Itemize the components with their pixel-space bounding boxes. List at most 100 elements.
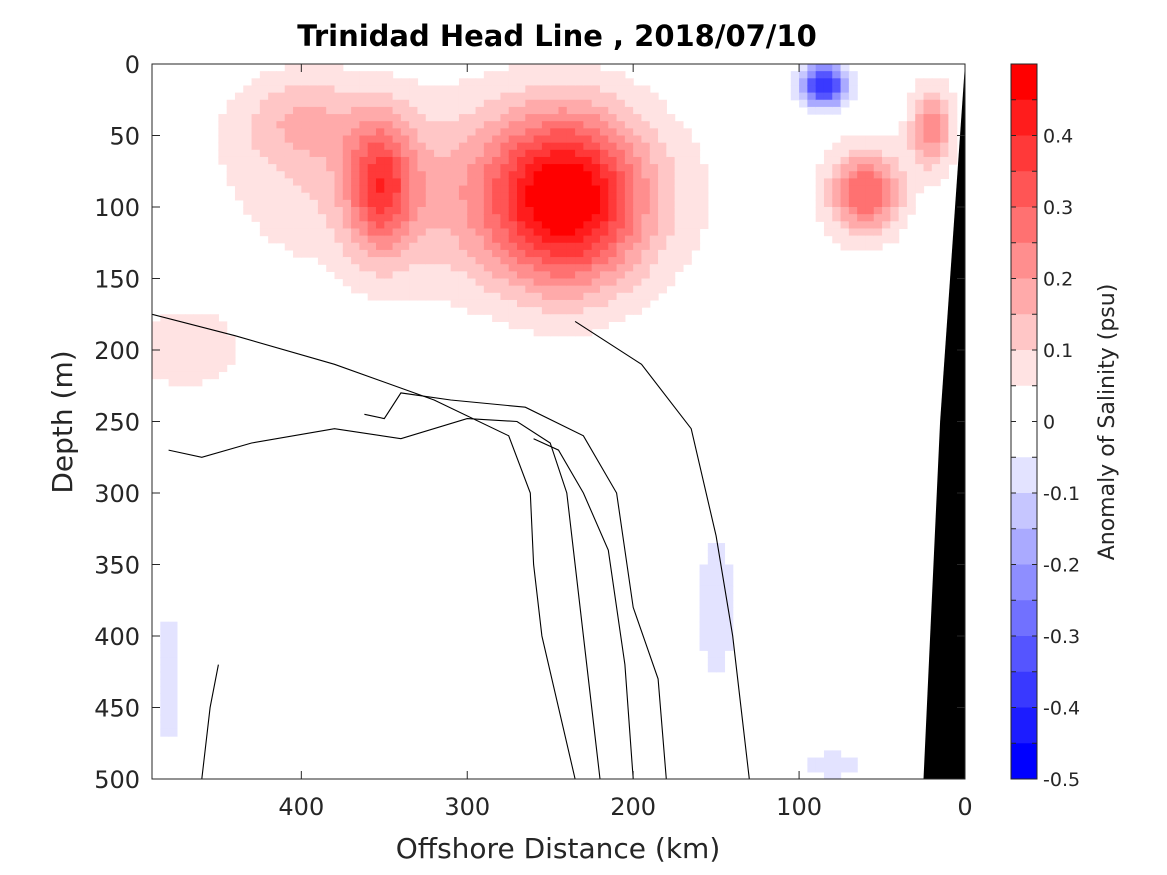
heat-cell [890,185,900,194]
heat-cell [193,378,203,387]
heat-cell [649,156,659,165]
heat-cell [583,78,593,87]
heat-cell [906,99,916,108]
heat-cell [243,99,253,108]
heat-cell [658,257,667,265]
heat-cell [425,221,435,230]
heat-cell [309,99,319,108]
heat-cell [375,292,385,301]
heat-cell [633,207,643,215]
heat-cell [434,171,443,179]
heat-cell [168,643,178,651]
heat-cell [400,207,410,215]
heat-cell [400,185,410,194]
heat-cell [508,307,518,315]
heat-cell [923,156,933,165]
heat-cell [492,149,502,158]
heat-cell [649,199,659,208]
heat-cell [541,164,551,172]
heat-cell [317,149,327,158]
heat-cell [848,228,858,237]
heat-cell [533,121,543,129]
heat-cell [807,99,817,108]
heat-cell [857,242,867,251]
heat-cell [666,114,676,122]
heat-cell [367,106,377,115]
heat-cell [375,149,385,158]
heat-cell [367,285,377,294]
heat-cell [624,171,634,179]
heat-cell [923,178,933,187]
heat-cell [168,342,178,351]
heat-cell [301,142,311,151]
heat-cell [699,214,709,222]
heat-cell [658,285,667,294]
heat-cell [450,171,460,179]
heat-cell [326,135,336,144]
heat-cell [682,228,692,237]
heat-cell [591,271,601,280]
heat-cell [434,292,443,301]
heat-cell [284,85,294,94]
heat-cell [392,178,402,187]
heat-cell [624,299,634,308]
seafloor-shape [923,64,965,779]
heat-cell [326,156,336,165]
heat-cell [483,149,493,158]
heat-cell [434,228,443,237]
heat-cell [674,235,684,244]
heat-cell [616,249,626,258]
heat-cell [525,149,535,158]
heat-cell [409,207,419,215]
heat-cell [458,164,468,172]
heat-cell [450,149,460,158]
heat-cell [425,271,435,280]
heat-cell [541,221,551,230]
heat-cell [268,221,278,230]
heat-cell [840,71,850,79]
heat-cell [616,78,626,87]
heat-cell [309,221,319,230]
heat-cell [409,199,419,208]
heat-cell [608,278,618,287]
heat-cell [533,278,543,287]
heat-cell [840,192,850,201]
heat-cell [599,192,609,201]
heat-cell [807,92,817,101]
heat-cell [425,135,435,144]
heat-cell [259,221,269,230]
heat-cell [674,214,684,222]
heat-cell [558,242,568,251]
heat-cell [342,171,352,179]
heat-cell [616,135,626,144]
heat-cell [616,114,626,122]
heat-cell [400,121,410,129]
colorbar-swatch [1011,707,1037,744]
heat-cell [848,192,858,201]
heat-cell [284,164,294,172]
heat-cell [259,85,269,94]
heat-cell [334,221,344,230]
heat-cell [906,114,916,122]
heat-cell [848,235,858,244]
heat-cell [492,142,502,151]
heat-cell [508,278,518,287]
heat-cell [359,228,369,237]
heat-cell [641,264,651,272]
heat-cell [417,214,427,222]
heat-cell [591,114,601,122]
heat-cell [384,171,394,179]
heat-cell [458,228,468,237]
heat-cell [599,178,609,187]
heat-cell [342,164,352,172]
heat-cell [658,121,667,129]
heat-cell [940,164,950,172]
heat-cell [442,106,452,115]
heat-cell [450,207,460,215]
heat-cell [351,271,360,280]
heat-cell [882,142,891,151]
heat-cell [243,171,253,179]
heat-cell [500,156,510,165]
heat-cell [367,156,377,165]
heat-cell [442,207,452,215]
